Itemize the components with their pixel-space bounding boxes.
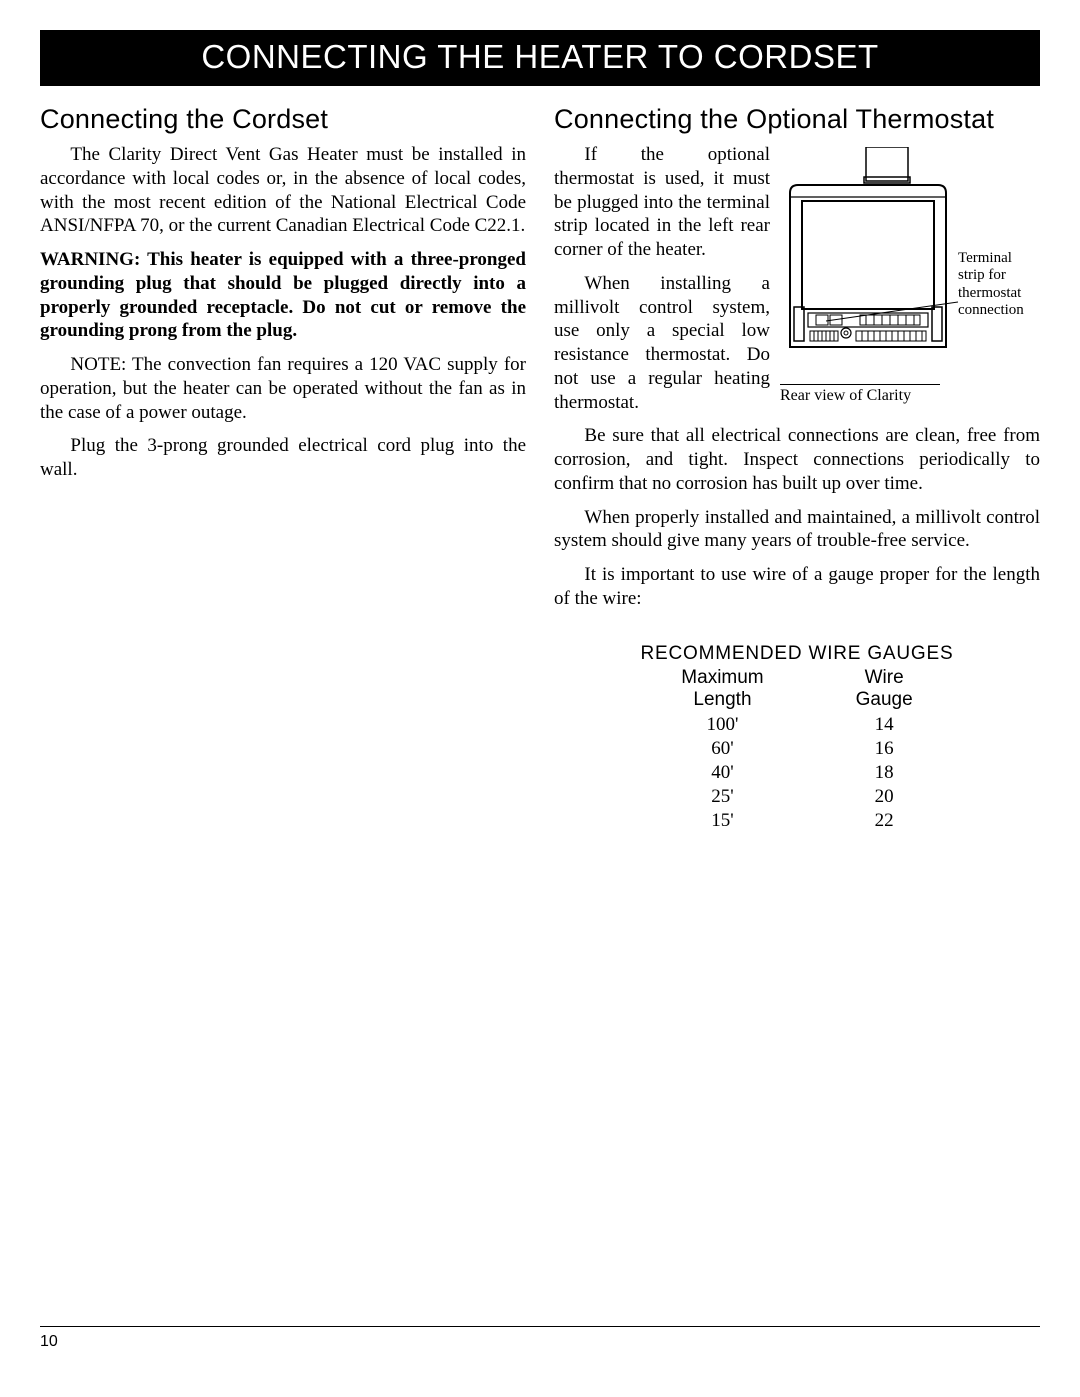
cell-gauge: 18 bbox=[810, 761, 959, 785]
table-row: 25' 20 bbox=[635, 785, 958, 809]
cell-length: 15' bbox=[635, 809, 809, 833]
page: CONNECTING THE HEATER TO CORDSET Connect… bbox=[0, 0, 1080, 1397]
col-header-gauge-1: Wire bbox=[865, 667, 904, 688]
cell-length: 40' bbox=[635, 761, 809, 785]
page-title: CONNECTING THE HEATER TO CORDSET bbox=[201, 38, 878, 75]
cell-length: 100' bbox=[635, 713, 809, 737]
col-header-length-1: Maximum bbox=[681, 667, 763, 688]
thermostat-paragraph-5: It is important to use wire of a gauge p… bbox=[554, 563, 1040, 611]
col-header-length-2: Length bbox=[693, 689, 751, 710]
figure-callout: Terminal strip for thermostat connection bbox=[958, 250, 1040, 319]
cordset-paragraph-1: The Clarity Direct Vent Gas Heater must … bbox=[40, 143, 526, 238]
thermostat-paragraph-4: When properly installed and maintained, … bbox=[554, 506, 1040, 554]
wire-table-title: RECOMMENDED WIRE GAUGES bbox=[554, 643, 1040, 665]
cell-gauge: 14 bbox=[810, 713, 959, 737]
figure-caption: Rear view of Clarity bbox=[780, 384, 940, 405]
wire-gauge-table: Maximum Length Wire Gauge 100' 14 60' 16 bbox=[635, 667, 958, 833]
cell-length: 60' bbox=[635, 737, 809, 761]
cordset-paragraph-note: NOTE: The convection fan requires a 120 … bbox=[40, 353, 526, 424]
cell-gauge: 20 bbox=[810, 785, 959, 809]
heater-rear-figure: Terminal strip for thermostat connection… bbox=[780, 147, 1040, 405]
page-number: 10 bbox=[40, 1333, 58, 1350]
warning-paragraph: WARNING: This heater is equipped with a … bbox=[40, 248, 526, 343]
table-header-row: Maximum Length Wire Gauge bbox=[635, 667, 958, 713]
thermostat-paragraph-3: Be sure that all electrical connections … bbox=[554, 424, 1040, 495]
thermostat-text-wrap: Terminal strip for thermostat connection… bbox=[554, 143, 1040, 424]
table-row: 100' 14 bbox=[635, 713, 958, 737]
two-column-layout: Connecting the Cordset The Clarity Direc… bbox=[40, 104, 1040, 833]
col-header-gauge-2: Gauge bbox=[856, 689, 913, 710]
left-column: Connecting the Cordset The Clarity Direc… bbox=[40, 104, 526, 833]
page-footer: 10 bbox=[40, 1326, 1040, 1351]
col-header-gauge: Wire Gauge bbox=[810, 667, 959, 713]
cell-gauge: 22 bbox=[810, 809, 959, 833]
page-title-bar: CONNECTING THE HEATER TO CORDSET bbox=[40, 30, 1040, 86]
section-heading-thermostat: Connecting the Optional Thermostat bbox=[554, 104, 1040, 135]
cordset-paragraph-plug: Plug the 3-prong grounded electrical cor… bbox=[40, 434, 526, 482]
col-header-length: Maximum Length bbox=[635, 667, 809, 713]
right-column: Connecting the Optional Thermostat bbox=[554, 104, 1040, 833]
table-row: 60' 16 bbox=[635, 737, 958, 761]
section-heading-cordset: Connecting the Cordset bbox=[40, 104, 526, 135]
cell-gauge: 16 bbox=[810, 737, 959, 761]
table-row: 15' 22 bbox=[635, 809, 958, 833]
cell-length: 25' bbox=[635, 785, 809, 809]
table-row: 40' 18 bbox=[635, 761, 958, 785]
